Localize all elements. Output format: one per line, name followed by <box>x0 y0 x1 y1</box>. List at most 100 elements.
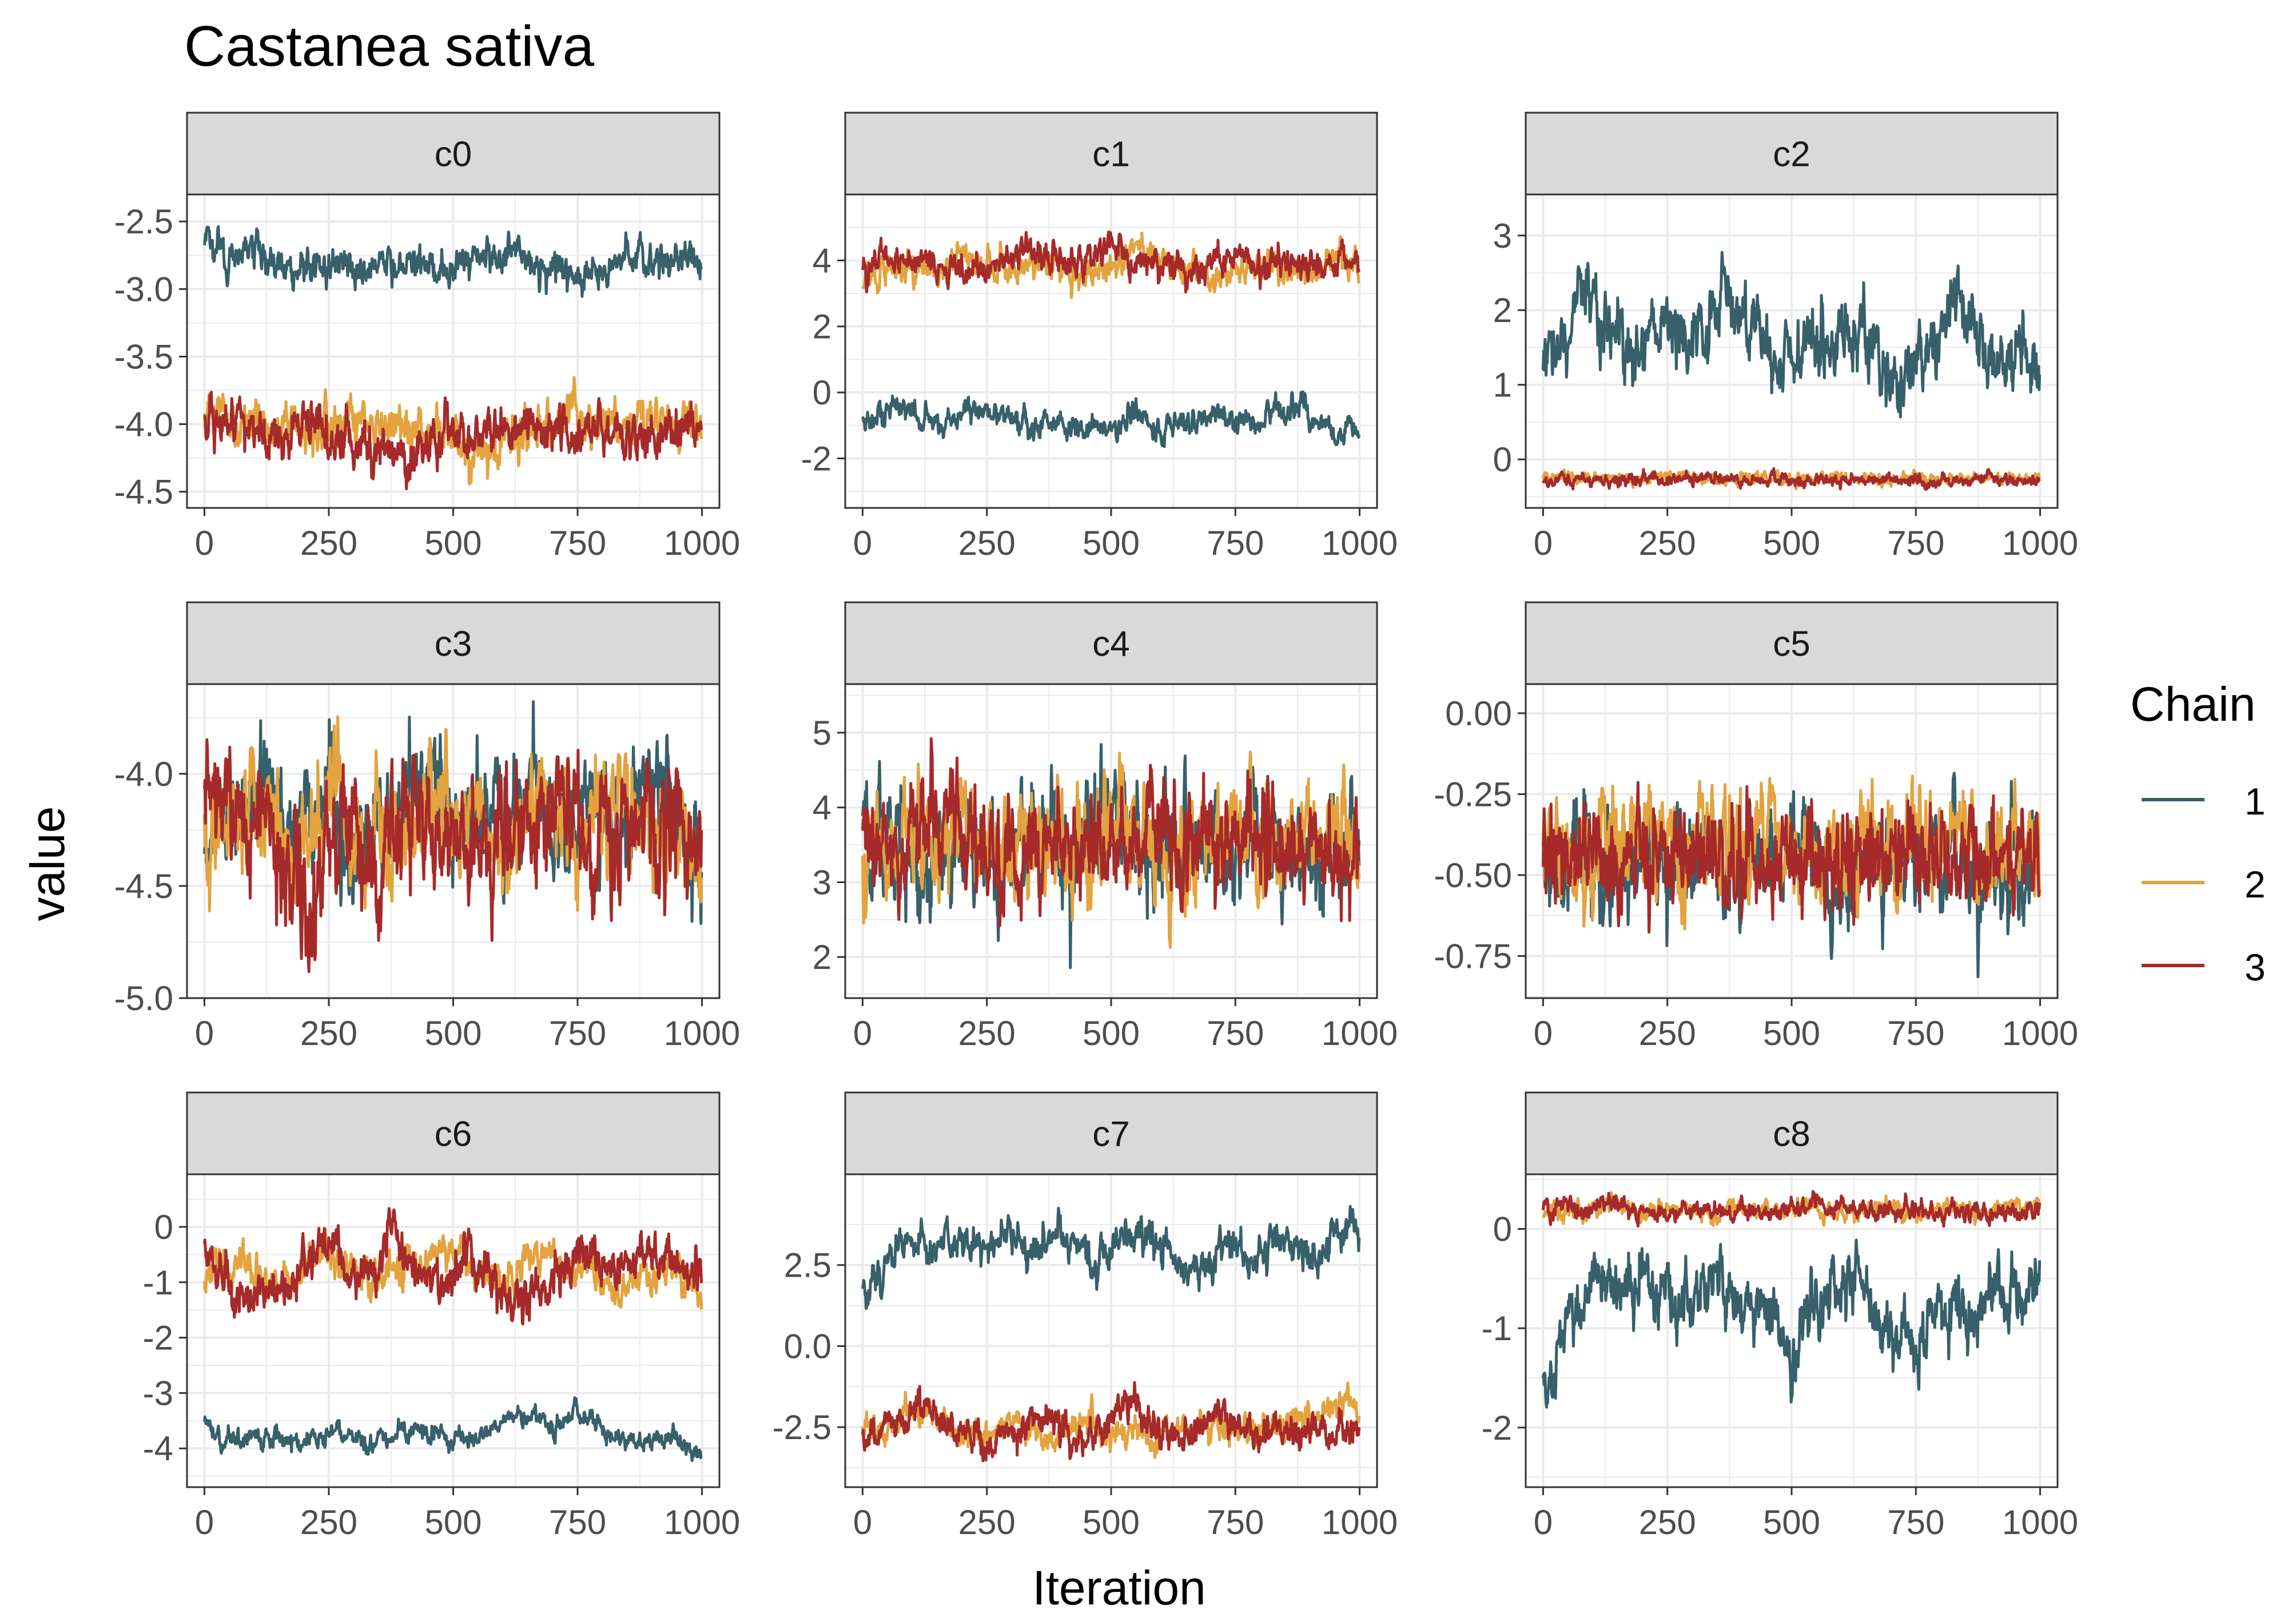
trace-chain-3 <box>861 230 1361 293</box>
x-tick-label: 250 <box>1639 524 1696 562</box>
facet-panels: c0-2.5-3.0-3.5-4.0-4.50 250 500 750 1000c142… <box>114 112 2078 1541</box>
x-tick-label: 250 <box>958 1503 1016 1541</box>
x-tick-label: 500 <box>1083 1014 1140 1052</box>
x-tick-label: 1000 <box>1322 1014 1398 1052</box>
y-tick-label: 3 <box>813 863 831 901</box>
y-tick-label: -4.5 <box>114 473 173 511</box>
x-tick-label: 250 <box>1639 1014 1696 1052</box>
legend: Chain 1 2 3 <box>2130 677 2266 988</box>
panel-c7: c7 2.5 0.0 -2.5 0 250 500 750 1000 <box>773 1091 1398 1541</box>
x-tick-label: 750 <box>549 1014 606 1052</box>
x-tick-label: 750 <box>1207 1503 1264 1541</box>
y-tick-label: -0.50 <box>1434 856 1512 895</box>
strip-c8 <box>1525 1091 2059 1175</box>
x-tick-label: 500 <box>1763 1014 1820 1052</box>
strip-label-c6: c6 <box>435 1115 472 1154</box>
x-tick-label: 0 <box>195 524 214 562</box>
strip-label-c0: c0 <box>435 135 472 174</box>
trace-chain-3 <box>203 1207 703 1326</box>
x-tick-label: 250 <box>300 1014 357 1052</box>
trace-chain-3 <box>203 738 703 974</box>
y-axis-label: value <box>21 806 74 921</box>
x-axis-label: Iteration <box>1032 1561 1206 1615</box>
trace-chain-1 <box>1541 251 2042 419</box>
x-tick-label: 1000 <box>2002 1503 2078 1541</box>
x-tick-label: 0 <box>195 1014 214 1052</box>
y-tick-label: -2.5 <box>773 1408 831 1447</box>
panel-c6: c6 0 -1 -2 -3 -4 0 250 500 750 1000 <box>143 1091 740 1541</box>
x-tick-label: 1000 <box>1322 524 1398 562</box>
y-tick-label: -2 <box>1482 1409 1512 1447</box>
x-tick-label: 500 <box>424 1014 482 1052</box>
strip-label-c5: c5 <box>1773 625 1810 664</box>
legend-label-3: 3 <box>2245 946 2266 988</box>
y-tick-label: -4.5 <box>114 867 173 905</box>
y-tick-label: -3.0 <box>114 270 173 308</box>
x-tick-label: 1000 <box>664 524 740 562</box>
trace-chain-1 <box>861 390 1361 448</box>
strip-label-c1: c1 <box>1092 135 1129 174</box>
trace-chain-1 <box>1541 1238 2042 1409</box>
x-tick-label: 750 <box>1207 1014 1264 1052</box>
y-tick-label: -4.0 <box>114 406 173 444</box>
x-tick-label: 1000 <box>664 1014 740 1052</box>
y-tick-label: -2 <box>143 1319 173 1357</box>
x-tick-label: 750 <box>1207 524 1264 562</box>
x-tick-label: 250 <box>958 1014 1016 1052</box>
y-tick-label: -4.0 <box>114 755 173 793</box>
x-tick-label: 250 <box>1639 1503 1696 1541</box>
strip-c4 <box>844 601 1378 685</box>
strip-label-c8: c8 <box>1773 1115 1810 1154</box>
y-tick-label: 0 <box>1493 440 1512 479</box>
strip-label-c3: c3 <box>435 625 472 664</box>
x-tick-label: 250 <box>300 1503 357 1541</box>
x-tick-label: 0 <box>853 524 872 562</box>
panel-c4: c4 5 4 3 20 250 500 750 1000 <box>813 601 1398 1052</box>
y-tick-label: 4 <box>813 241 831 280</box>
strip-label-c2: c2 <box>1773 135 1810 174</box>
y-tick-label: 4 <box>813 789 831 827</box>
x-tick-label: 500 <box>1083 524 1140 562</box>
x-tick-label: 0 <box>1534 1014 1553 1052</box>
y-tick-label: -5.0 <box>114 979 173 1018</box>
y-tick-label: 5 <box>813 714 831 752</box>
x-tick-label: 500 <box>1763 1503 1820 1541</box>
y-tick-label: -1 <box>1482 1309 1512 1348</box>
trace-chain-3 <box>1541 1190 2042 1228</box>
y-tick-label: -4 <box>143 1429 173 1468</box>
y-tick-label: 1 <box>1493 366 1512 404</box>
y-tick-label: -3 <box>143 1374 173 1412</box>
y-tick-label: 2 <box>813 308 831 346</box>
x-tick-label: 500 <box>1083 1503 1140 1541</box>
y-tick-label: 0 <box>1493 1210 1512 1249</box>
x-tick-label: 500 <box>424 524 482 562</box>
y-tick-label: 0.0 <box>784 1327 831 1365</box>
x-tick-label: 0 <box>195 1503 214 1541</box>
y-tick-label: 2 <box>1493 291 1512 329</box>
x-tick-label: 1000 <box>1322 1503 1398 1541</box>
panel-c3: c3 -4.0 -4.5 -5.0 0 250 500 750 1000 <box>114 601 740 1052</box>
y-tick-label: -2.5 <box>114 202 173 241</box>
x-tick-label: 1000 <box>2002 524 2078 562</box>
strip-label-c4: c4 <box>1092 625 1129 664</box>
y-tick-label: 0 <box>154 1208 173 1246</box>
panel-c5: c5 0.00 -0.25 -0.50 -0.75 0 250 500 750 1000 <box>1434 601 2078 1052</box>
x-tick-label: 1000 <box>2002 1014 2078 1052</box>
legend-label-2: 2 <box>2245 863 2266 905</box>
x-tick-label: 750 <box>549 1503 606 1541</box>
y-tick-label: 0 <box>813 374 831 412</box>
y-tick-label: -0.25 <box>1434 775 1512 813</box>
panel-c2: c2 3 2 1 0 0 250 500 750 1000 <box>1493 112 2078 562</box>
trace-chain-3 <box>861 1381 1361 1463</box>
x-tick-label: 250 <box>958 524 1016 562</box>
x-tick-label: 0 <box>853 1014 872 1052</box>
chart-title: Castanea sativa <box>184 14 594 78</box>
strip-c0 <box>186 112 721 196</box>
strip-c2 <box>1525 112 2059 196</box>
x-tick-label: 750 <box>1887 524 1944 562</box>
trace-chain-1 <box>203 1396 703 1462</box>
x-tick-label: 500 <box>1763 524 1820 562</box>
strip-c7 <box>844 1091 1378 1175</box>
x-tick-label: 750 <box>1887 1014 1944 1052</box>
